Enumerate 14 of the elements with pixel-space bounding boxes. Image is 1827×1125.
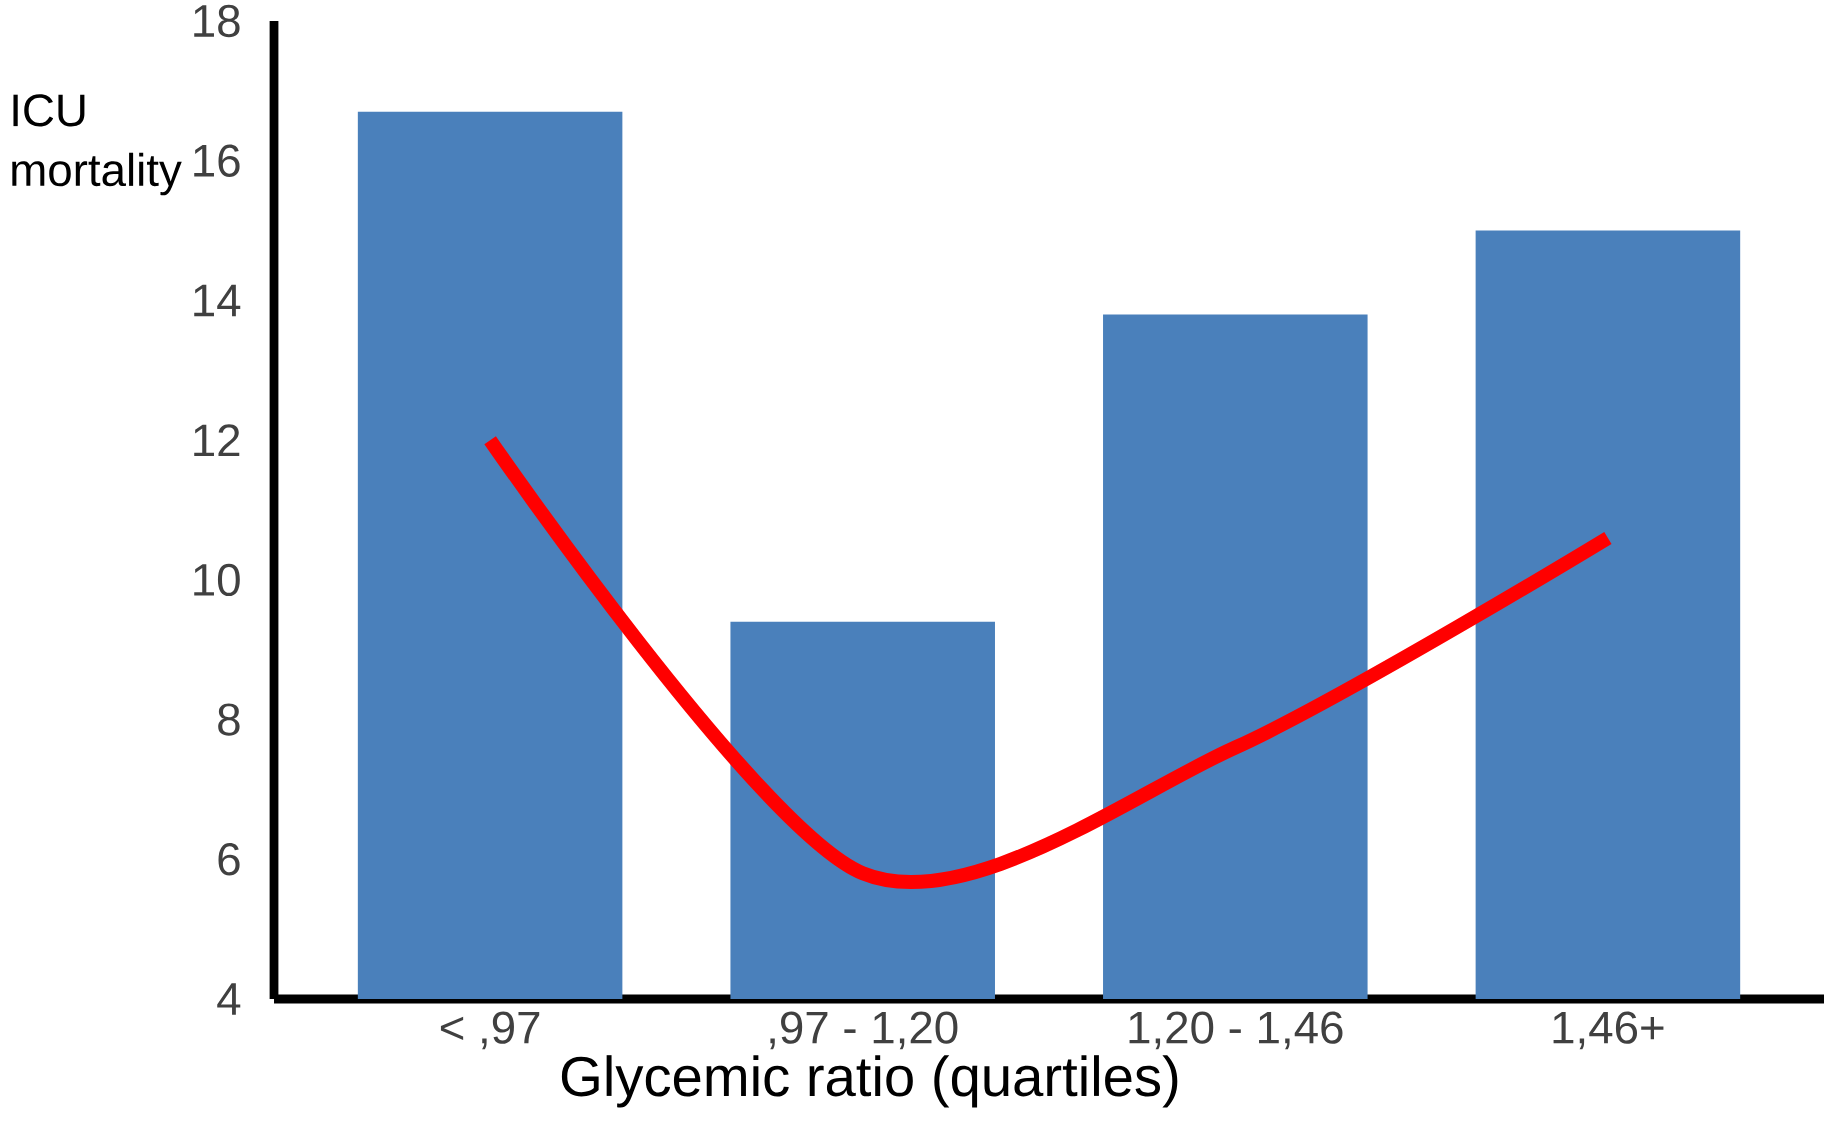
y-tick-label: 6 (218, 843, 240, 876)
y-tick-label: 10 (194, 563, 240, 597)
x-axis-title: Glycemic ratio (quartiles) (561, 1055, 1178, 1108)
y-tick-label: 14 (194, 284, 241, 317)
x-tick-label: 1,20 - 1,46 (1129, 1011, 1343, 1050)
y-tick-label: 4 (217, 983, 241, 1015)
x-tick-label: < ,97 (440, 1011, 540, 1050)
y-tick-label: 12 (194, 424, 240, 457)
y-axis-title: ICU mortality (12, 94, 182, 196)
y-tick-label: 18 (194, 4, 240, 38)
y-tick-label: 8 (218, 703, 240, 736)
x-tick-label: ,97 - 1,20 (770, 1011, 958, 1050)
y-tick-label: 16 (194, 144, 240, 177)
x-tick-label: 1,46+ (1553, 1011, 1664, 1050)
